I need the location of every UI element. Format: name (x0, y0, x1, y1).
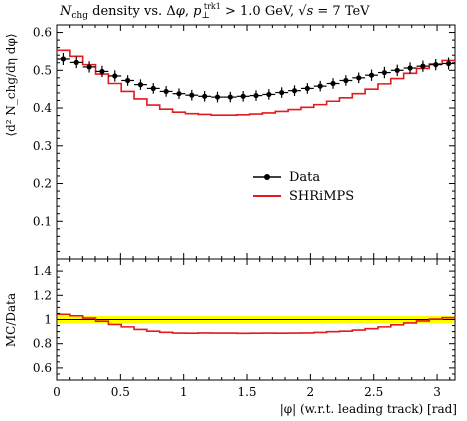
x-tick-label: 2 (307, 385, 315, 399)
y-tick-label-main: 0.6 (33, 26, 52, 40)
series-shrimps-ratio (57, 313, 455, 335)
chart-title: Nchg density vs. Δφ, p⊥trk1 > 1.0 GeV, √… (59, 2, 370, 21)
data-point (279, 89, 285, 96)
data-point (99, 68, 105, 75)
data-point (291, 88, 298, 94)
x-tick-label: 0 (53, 385, 61, 399)
data-point (202, 93, 208, 99)
shrimps-ratio-line (57, 313, 455, 335)
y-tick-label-main: 0.5 (33, 63, 52, 77)
series-data-main (57, 52, 455, 103)
data-point (394, 67, 400, 73)
x-tick-label: 3 (433, 385, 441, 399)
x-tick-label: 1.5 (237, 385, 256, 399)
legend-shrimps-label: SHRiMPS (289, 189, 354, 204)
data-point (86, 64, 92, 70)
data-point (368, 72, 375, 78)
data-point (189, 92, 195, 98)
data-point (150, 85, 156, 92)
data-point (176, 91, 182, 97)
x-tick-label: 0.5 (111, 385, 130, 399)
y-tick-label-main: 0.2 (33, 177, 52, 191)
data-point (420, 63, 426, 69)
y-axis-label-main: ⟨d² N_chg/dη dφ⟩ (4, 33, 18, 136)
data-point (304, 85, 310, 92)
data-point (407, 65, 413, 71)
data-point (330, 80, 336, 87)
legend: Data SHRiMPS (253, 170, 354, 204)
series-shrimps-main (57, 49, 455, 117)
legend-data-label: Data (289, 170, 320, 185)
data-point (137, 82, 144, 88)
y-tick-label-ratio: 0.8 (33, 337, 52, 351)
y-tick-label-ratio: 1.2 (33, 288, 52, 302)
legend-data-marker (264, 174, 270, 180)
data-point (240, 93, 246, 99)
data-point (73, 59, 79, 65)
data-point (433, 62, 439, 68)
axis-ticks: 0 0.5 1 1.5 2 2.5 3 0.1 0.2 0.3 0.4 0.5 0.6 0.6 0.8 1 1.… (33, 25, 455, 399)
y-tick-label-main: 0.1 (33, 214, 52, 228)
y-tick-label-ratio: 1.4 (33, 264, 52, 278)
data-point (163, 88, 169, 95)
data-point (266, 91, 272, 98)
x-axis-label: |φ| (w.r.t. leading track) [rad] (280, 402, 457, 416)
data-point (60, 56, 67, 62)
data-point (112, 73, 118, 79)
data-point (214, 94, 221, 100)
x-tick-label: 1 (180, 385, 188, 399)
x-tick-label: 2.5 (364, 385, 383, 399)
data-point (317, 83, 323, 89)
data-point (227, 94, 233, 100)
y-tick-label-ratio: 0.6 (33, 361, 52, 375)
main-plot-frame (56, 24, 456, 260)
data-point (343, 77, 349, 84)
data-point (253, 92, 259, 99)
shrimps-histogram-line (57, 49, 455, 117)
y-tick-label-ratio: 1 (44, 313, 52, 327)
data-point (381, 69, 387, 76)
y-tick-label-main: 0.4 (33, 101, 52, 115)
data-point (125, 77, 131, 84)
y-axis-label-ratio: MC/Data (4, 293, 18, 347)
data-point (445, 60, 452, 67)
data-point (356, 75, 362, 81)
y-tick-label-main: 0.3 (33, 139, 52, 153)
